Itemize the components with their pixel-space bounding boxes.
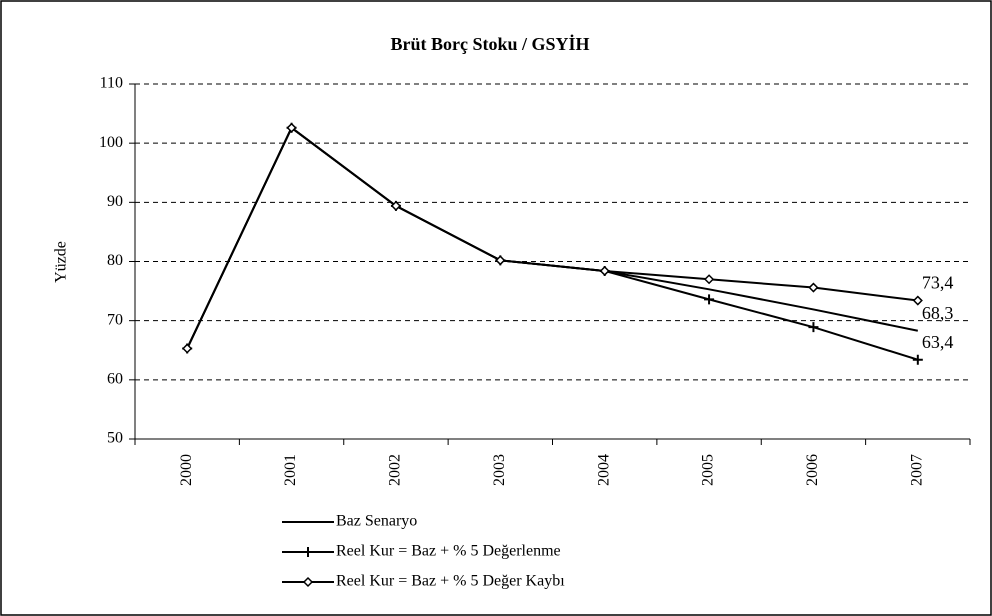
point bbox=[704, 274, 715, 285]
chart-title: Brüt Borç Stoku / GSYİH bbox=[390, 34, 589, 54]
point bbox=[912, 354, 923, 365]
point bbox=[303, 547, 313, 557]
y-tick-label: 90 bbox=[107, 193, 123, 210]
x-tick-label: 2000 bbox=[178, 454, 195, 486]
y-axis-label: Yüzde bbox=[53, 241, 70, 283]
data-label: 68,3 bbox=[922, 303, 954, 323]
data-label: 73,4 bbox=[922, 273, 954, 293]
point bbox=[599, 265, 610, 277]
point bbox=[390, 200, 401, 211]
y-tick-label: 60 bbox=[107, 371, 123, 388]
x-tick-label: 2002 bbox=[387, 454, 404, 486]
point bbox=[495, 255, 506, 266]
y-tick-label: 80 bbox=[107, 252, 123, 269]
x-tick-label: 2007 bbox=[908, 454, 925, 486]
point bbox=[286, 122, 297, 133]
point bbox=[182, 343, 193, 354]
legend-label: Reel Kur = Baz + % 5 Değerlenme bbox=[336, 543, 561, 560]
x-tick-label: 2003 bbox=[491, 454, 508, 486]
point bbox=[808, 322, 819, 333]
x-tick-label: 2006 bbox=[804, 454, 821, 486]
series-line bbox=[186, 126, 918, 349]
y-tick-label: 110 bbox=[100, 75, 123, 92]
legend-label: Reel Kur = Baz + % 5 Değer Kaybı bbox=[336, 573, 565, 590]
y-tick-label: 70 bbox=[107, 311, 123, 328]
point bbox=[302, 576, 314, 588]
legend-label: Baz Senaryo bbox=[336, 513, 417, 530]
data-label: 63,4 bbox=[922, 332, 954, 352]
x-tick-label: 2005 bbox=[700, 454, 717, 486]
y-tick-label: 50 bbox=[107, 430, 123, 447]
point bbox=[704, 294, 715, 305]
point bbox=[912, 295, 923, 306]
y-tick-label: 100 bbox=[99, 134, 123, 151]
x-tick-label: 2004 bbox=[595, 454, 612, 486]
x-tick-label: 2001 bbox=[282, 454, 299, 486]
point bbox=[808, 282, 819, 293]
